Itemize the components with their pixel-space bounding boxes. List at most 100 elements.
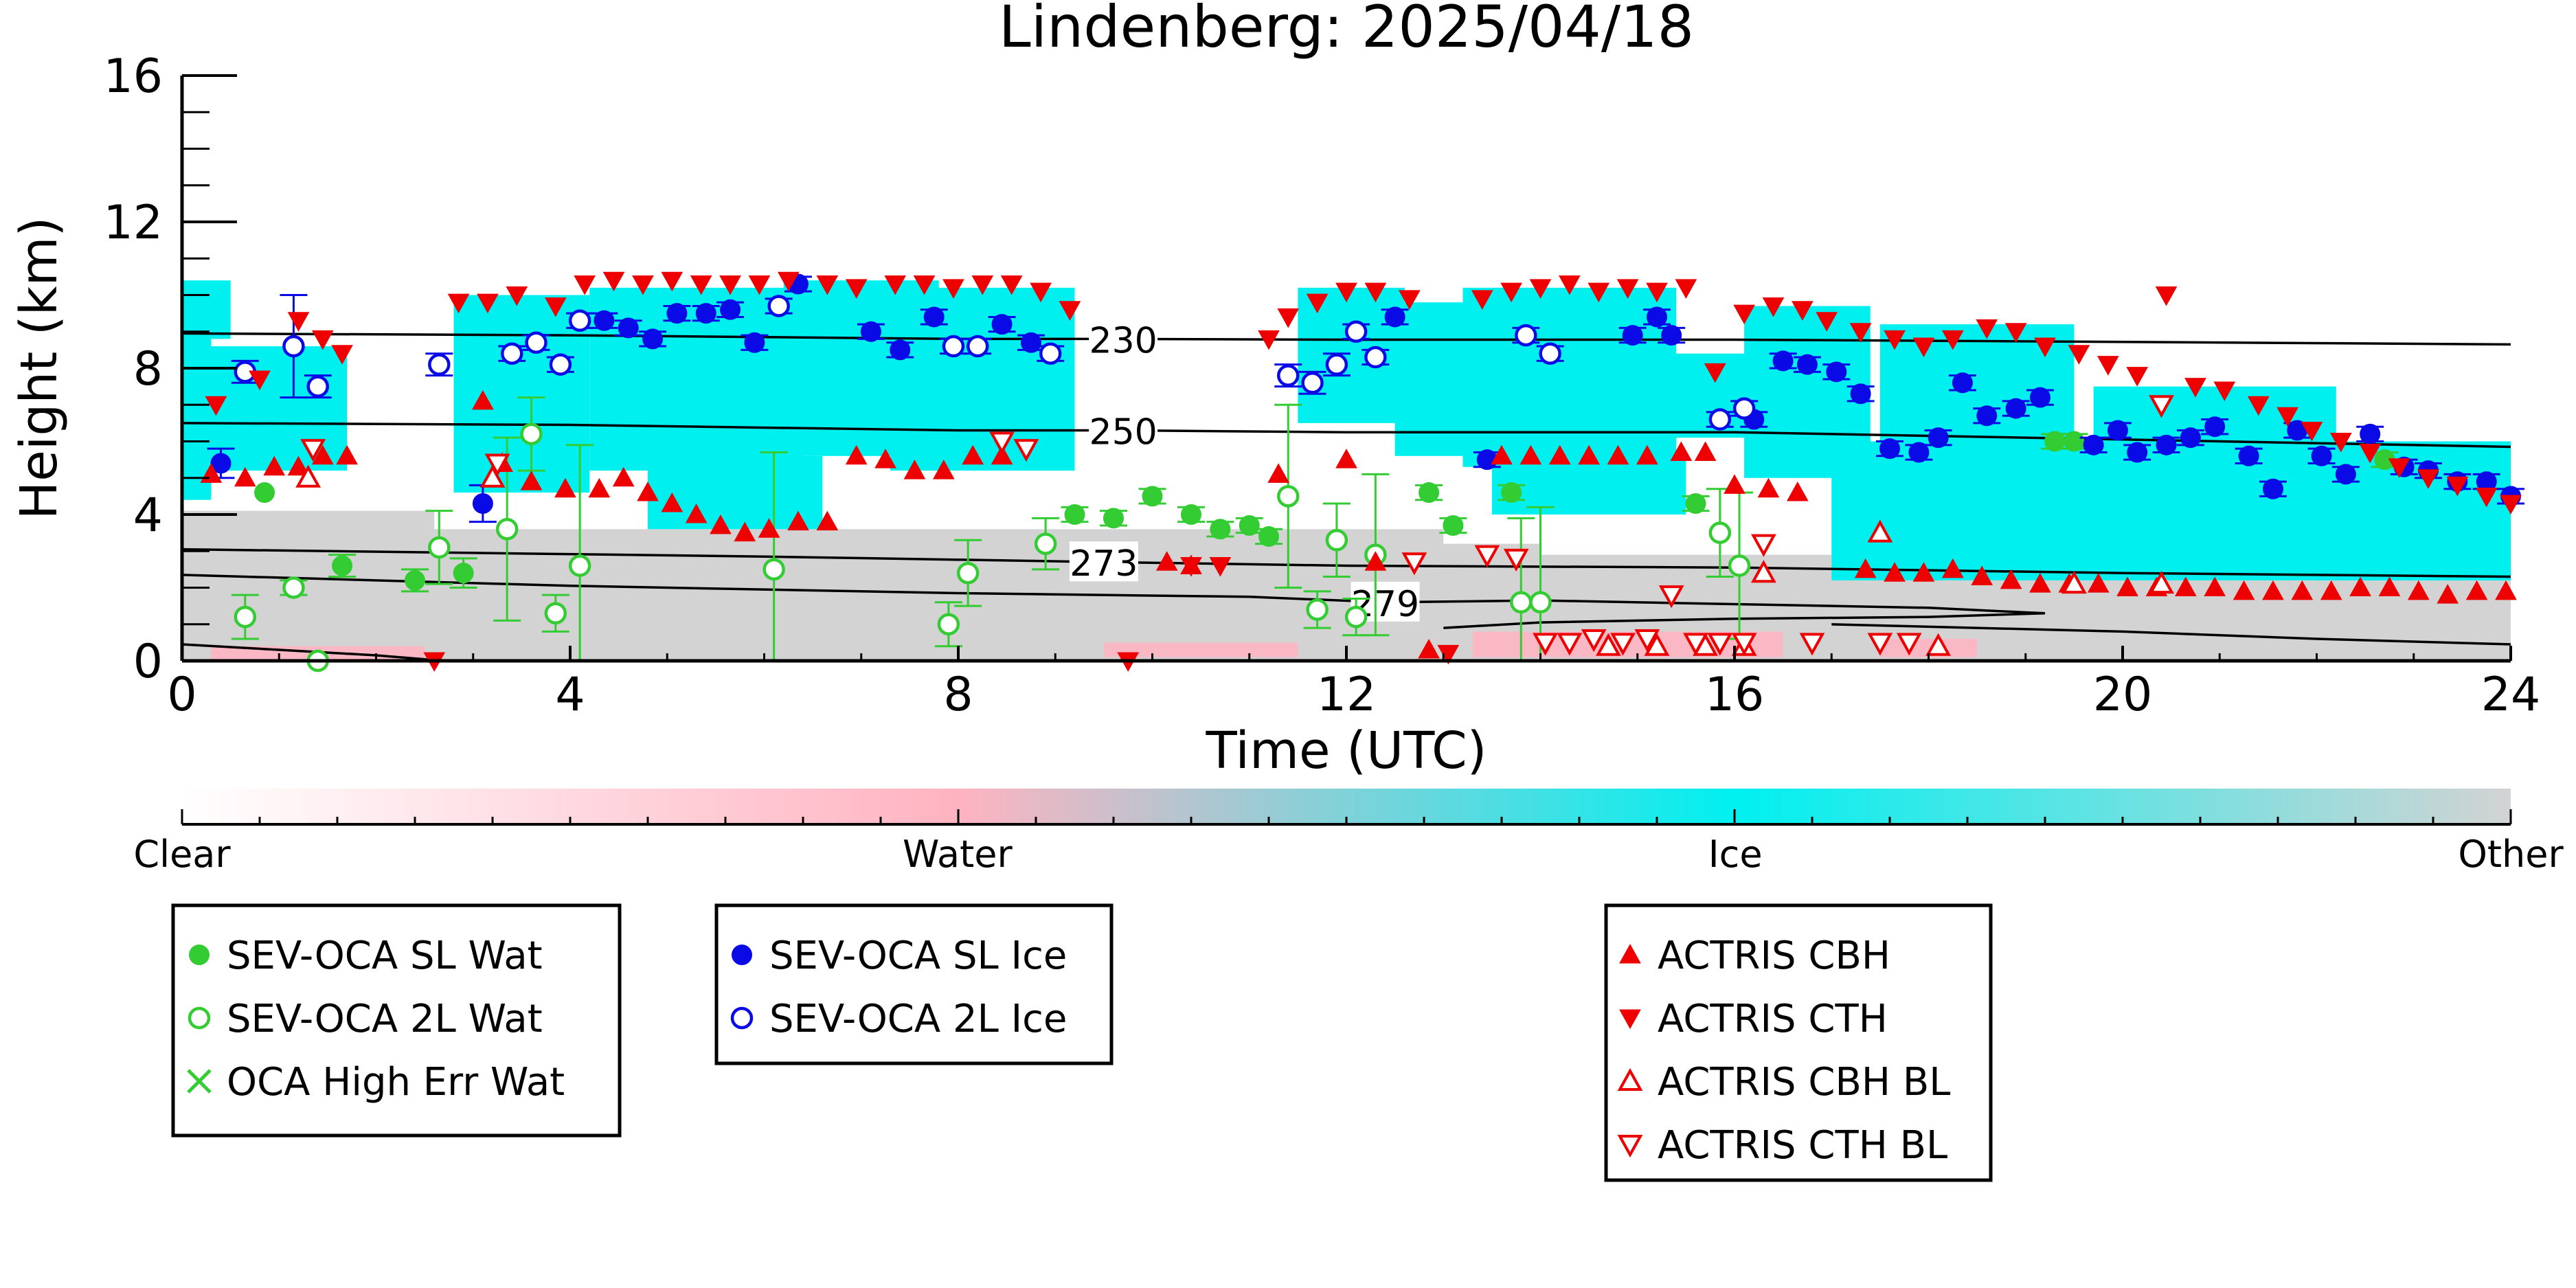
actris-cth-bl-point-19 [1896,633,1922,656]
actris-cbh-point-46 [1941,558,1964,578]
actris-cth-point-29 [1209,557,1232,577]
sev-oca-sl-ice-point-4 [642,328,664,350]
y-tick-label-2: 8 [133,342,163,396]
legend-item-sev-oca-sl-ice: SEV-OCA SL Ice [732,934,1067,978]
sev-oca-2l-wat-point-5 [520,422,543,446]
y-tick-label-1: 4 [133,488,163,543]
colorbar-label-2: Ice [1708,833,1763,876]
actris-cth-point-31 [1277,308,1300,328]
mask-ice-4 [648,455,823,530]
sev-oca-2l-ice-point-12 [1277,364,1300,387]
sev-oca-sl-ice-point-42 [2335,464,2356,485]
sev-oca-sl-ice-point-12 [923,306,945,328]
sev-oca-sl-wat-point-16 [2064,431,2085,452]
series-actris-cth [205,271,2522,673]
sev-oca-sl-ice-point-13 [991,314,1013,335]
actris-cbh-point-11 [612,466,635,487]
sev-oca-sl-ice-point-24 [1850,383,1871,405]
sev-oca-sl-ice-point-43 [2360,423,2381,444]
y-ticks: 0 4 8 12 16 [103,49,237,689]
y-tick-label-0: 0 [133,635,163,689]
actris-cbh-point-39 [1694,441,1717,461]
sev-oca-sl-ice-point-35 [2156,434,2177,455]
actris-cth-point-48 [1792,301,1814,321]
sev-oca-2l-wat-point-13 [1306,598,1329,621]
sev-oca-2l-wat-point-9 [937,613,960,635]
actris-cth-bl-point-7 [1533,633,1558,656]
actris-cbh-point-6 [472,389,494,410]
sev-oca-sl-ice-point-17 [1622,325,1643,346]
legend-water: SEV-OCA SL Wat SEV-OCA 2L Wat OCA High Err… [171,903,622,1138]
sev-oca-sl-wat-point-10 [1258,526,1279,547]
actris-cbh-point-1 [234,466,256,487]
legend-marker [732,945,752,965]
actris-cth-point-71 [2475,487,2498,508]
actris-cbh-point-26 [1155,551,1178,571]
sev-oca-sl-ice-point-33 [2107,420,2128,441]
actris-cth-point-0 [205,396,227,416]
legend-label: SEV-OCA SL Wat [227,934,543,978]
actris-cth-point-68 [2388,458,2410,478]
sev-oca-sl-wat-point-3 [453,563,474,584]
actris-cth-bl-point-20 [2149,395,2174,418]
x-tick-label-4: 16 [1705,668,1765,722]
legend-actris: ACTRIS CBH ACTRIS CTH ACTRIS CBH BL ACTRIS … [1604,903,1993,1182]
sev-oca-sl-ice-point-21 [1772,350,1794,372]
sev-oca-2l-wat-point-12 [1277,485,1300,508]
mask-ice-7 [1298,287,1405,423]
data-points [200,271,2524,673]
actris-cth-bl-point-13 [1683,633,1708,656]
actris-cth-point-6 [447,293,470,314]
actris-cth-point-65 [2301,422,2323,442]
actris-cth-point-22 [942,279,964,299]
actris-cth-point-9 [544,297,567,317]
actris-cth-point-72 [2500,495,2522,515]
actris-cth-point-4 [331,345,353,365]
actris-cbh-point-63 [2437,584,2459,604]
sev-oca-sl-ice-point-15 [1384,306,1405,328]
sev-oca-2l-ice-point-5 [525,331,547,354]
actris-cbh-bl-point-7 [1867,519,1893,543]
actris-cth-point-49 [1816,312,1838,332]
actris-cth-point-12 [632,275,654,295]
actris-cbh-point-21 [874,449,896,468]
sev-oca-2l-ice-point-1 [282,335,305,358]
sev-oca-sl-ice-point-38 [2238,445,2259,466]
actris-cbh-bl-point-0 [295,464,321,488]
sev-oca-sl-ice-point-29 [1976,405,1998,427]
x-tick-label-5: 20 [2093,668,2153,722]
sev-oca-sl-ice-point-7 [720,299,741,320]
sev-oca-sl-ice-point-8 [744,332,765,353]
legend-marker [1619,1009,1641,1030]
sev-oca-sl-ice-point-34 [2127,442,2148,463]
sev-oca-2l-ice-point-8 [767,295,790,317]
actris-cbh-point-3 [287,455,310,476]
legend-label: SEV-OCA 2L Wat [227,997,543,1041]
actris-cbh-bl-point-10 [2149,571,2174,594]
y-tick-label-4: 16 [103,49,163,104]
sev-oca-2l-ice-point-6 [549,353,572,376]
actris-cbh-point-45 [1912,562,1935,582]
legend-label: SEV-OCA SL Ice [769,934,1067,978]
actris-cth-bl-point-12 [1658,585,1684,609]
chart-title: Lindenberg: 2025/04/18 [999,0,1694,60]
sev-oca-sl-ice-point-39 [2262,478,2283,499]
actris-cth-point-10 [574,275,596,295]
actris-cth-bl-point-9 [1581,629,1607,653]
sev-oca-sl-ice-point-19 [1661,325,1682,346]
sev-oca-2l-ice-point-19 [1708,408,1732,431]
mask-ice-6 [890,287,1075,471]
sev-oca-sl-ice-point-23 [1826,361,1847,383]
mask-ice-9 [1462,287,1677,467]
sev-oca-2l-ice-point-17 [1515,324,1537,347]
actris-cth-point-16 [748,275,771,295]
actris-cbh-point-47 [1971,565,1993,586]
legend-marker [1619,943,1641,964]
sev-oca-2l-ice-point-13 [1301,372,1324,394]
actris-cth-point-52 [1912,337,1935,358]
actris-cth-point-19 [845,279,868,299]
actris-cth-point-34 [1364,282,1387,303]
actris-cbh-point-42 [1786,482,1809,501]
actris-cbh-point-30 [1364,551,1387,571]
actris-cbh-point-25 [991,444,1013,465]
